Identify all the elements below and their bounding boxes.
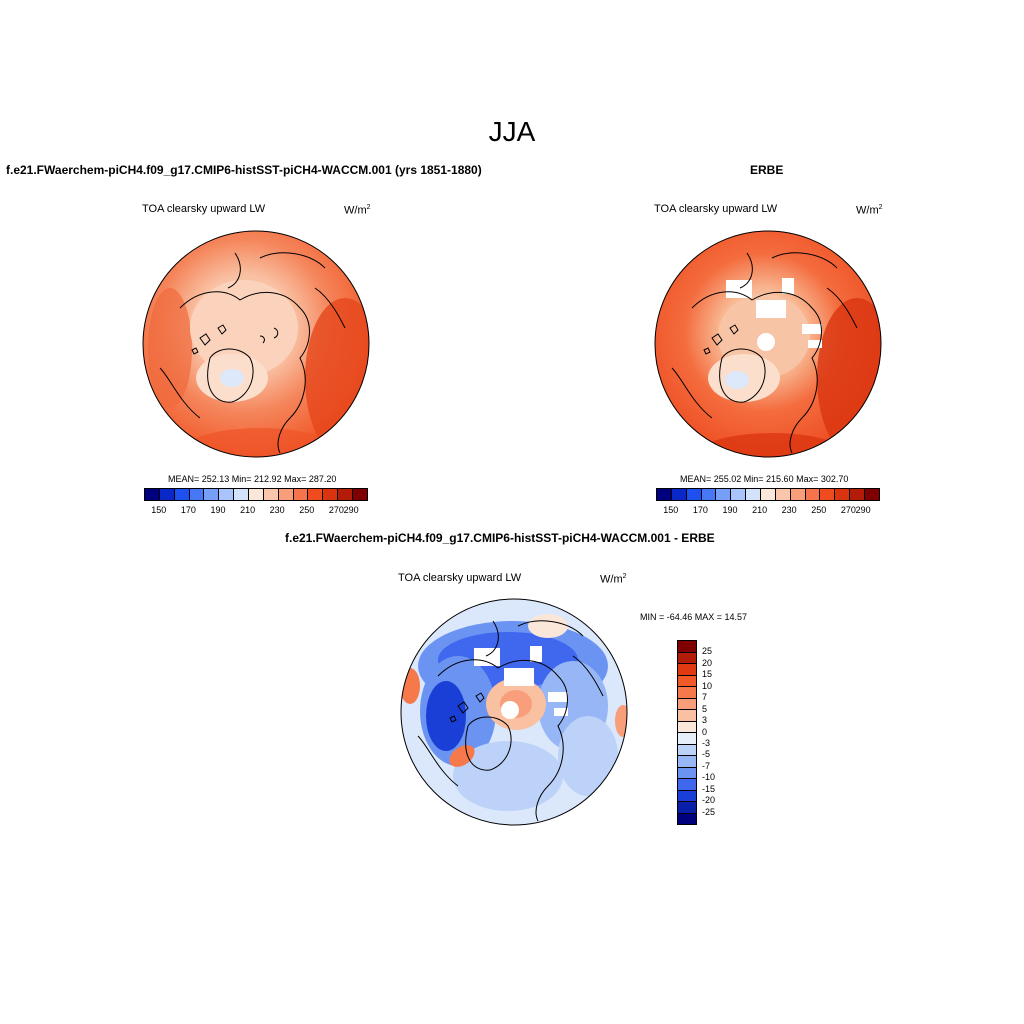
diff-tick-label: -3	[702, 738, 711, 748]
diff-units-label: W/m2	[600, 573, 627, 586]
model-colorbar-swatch	[353, 489, 367, 500]
diff-tick-label: 25	[702, 646, 713, 657]
model-colorbar-swatch	[323, 489, 339, 500]
model-tick-label: 150	[151, 505, 167, 515]
diff-panel-heading: f.e21.FWaerchem-piCH4.f09_g17.CMIP6-hist…	[285, 531, 715, 545]
obs-tick-label: 230	[781, 505, 797, 515]
model-colorbar-swatch	[293, 489, 309, 500]
model-colorbar-swatch	[249, 489, 264, 500]
model-tick-label: 230	[269, 505, 285, 515]
diff-stats: MIN = -64.46 MAX = 14.57	[640, 612, 748, 622]
obs-tick-label: 250	[811, 505, 827, 515]
obs-colorbar-swatch	[820, 489, 836, 500]
model-colorbar-swatch	[204, 489, 220, 500]
obs-tick-label: 270	[840, 505, 856, 515]
model-colorbar-swatch	[263, 489, 279, 500]
diff-colorbar-swatch	[678, 687, 696, 699]
diff-colorbar-swatch	[678, 790, 696, 802]
diff-colorbar-swatch	[678, 813, 696, 824]
model-units-label: W/m2	[344, 204, 371, 217]
model-colorbar-swatch	[234, 489, 250, 500]
diff-colorbar	[677, 640, 697, 825]
obs-colorbar-swatch	[701, 489, 717, 500]
diff-colorbar-swatch	[678, 744, 696, 756]
model-panel-heading: f.e21.FWaerchem-piCH4.f09_g17.CMIP6-hist…	[6, 163, 482, 177]
model-tick-label: 190	[210, 505, 226, 515]
model-colorbar-swatch	[338, 489, 354, 500]
obs-colorbar-swatch	[761, 489, 776, 500]
model-colorbar-swatch	[145, 489, 160, 500]
obs-colorbar-swatch	[746, 489, 762, 500]
model-colorbar-swatch	[308, 489, 324, 500]
diff-colorbar-swatch	[678, 664, 696, 676]
diff-tick-label: -5	[702, 749, 711, 760]
diff-tick-label: 3	[702, 715, 708, 726]
model-polar-map	[142, 230, 370, 458]
model-variable-label: TOA clearsky upward LW	[142, 203, 266, 215]
obs-colorbar-swatch	[731, 489, 747, 500]
obs-colorbar-swatch	[865, 489, 879, 500]
diff-tick-label: -7	[702, 760, 711, 771]
obs-tick-label: 170	[692, 505, 708, 515]
model-colorbar-swatch	[219, 489, 235, 500]
obs-tick-label: 150	[663, 505, 679, 515]
model-colorbar-swatch	[278, 489, 294, 500]
obs-colorbar-swatch	[805, 489, 821, 500]
diff-variable-label: TOA clearsky upward LW	[398, 572, 522, 584]
obs-tick-label: 190	[722, 505, 738, 515]
diff-tick-label: 0	[702, 726, 708, 737]
diff-tick-label: 7	[702, 692, 708, 703]
obs-tick-label: 210	[752, 505, 768, 515]
diff-colorbar-swatch	[678, 756, 696, 768]
diff-tick-label: 10	[702, 680, 713, 691]
diff-colorbar-swatch	[678, 779, 696, 791]
diff-tick-label: -15	[702, 783, 716, 794]
model-tick-label: 170	[180, 505, 196, 515]
diff-tick-label: 5	[702, 703, 708, 714]
obs-colorbar-swatch	[671, 489, 687, 500]
diff-colorbar-swatch	[678, 698, 696, 710]
model-colorbar-swatch	[174, 489, 190, 500]
model-tick-label: 290	[343, 505, 359, 515]
model-stats: MEAN= 252.13 Min= 212.92 Max= 287.20	[168, 474, 337, 484]
obs-colorbar	[656, 488, 880, 501]
model-tick-label: 210	[240, 505, 256, 515]
diff-colorbar-swatch	[678, 802, 696, 814]
diff-tick-label: -25	[702, 806, 716, 817]
diff-colorbar-swatch	[678, 652, 696, 664]
diff-colorbar-swatch	[678, 710, 696, 722]
obs-colorbar-swatch	[657, 489, 672, 500]
diff-tick-label: 15	[702, 669, 713, 680]
diff-colorbar-swatch	[678, 721, 696, 733]
model-tick-label: 250	[299, 505, 315, 515]
obs-colorbar-swatch	[775, 489, 791, 500]
model-tick-label: 270	[328, 505, 344, 515]
model-colorbar-swatch	[189, 489, 205, 500]
diff-colorbar-swatch	[678, 733, 696, 745]
obs-colorbar-swatch	[850, 489, 866, 500]
model-colorbar	[144, 488, 368, 501]
obs-colorbar-swatch	[716, 489, 732, 500]
diff-colorbar-swatch	[678, 767, 696, 779]
model-colorbar-swatch	[159, 489, 175, 500]
obs-polar-map	[654, 230, 882, 458]
diff-tick-label: -20	[702, 795, 716, 806]
figure-title: JJA	[488, 116, 536, 147]
obs-tick-label: 290	[855, 505, 871, 515]
diff-polar-map	[400, 598, 628, 826]
obs-colorbar-swatch	[686, 489, 702, 500]
obs-panel-heading: ERBE	[750, 163, 784, 177]
obs-stats: MEAN= 255.02 Min= 215.60 Max= 302.70	[680, 474, 849, 484]
diff-tick-label: 20	[702, 657, 713, 668]
diff-tick-label: -10	[702, 772, 716, 783]
diff-colorbar-swatch	[678, 641, 696, 653]
diff-colorbar-swatch	[678, 675, 696, 687]
obs-colorbar-swatch	[835, 489, 851, 500]
obs-units-label: W/m2	[856, 204, 883, 217]
obs-colorbar-swatch	[790, 489, 806, 500]
obs-variable-label: TOA clearsky upward LW	[654, 203, 778, 215]
